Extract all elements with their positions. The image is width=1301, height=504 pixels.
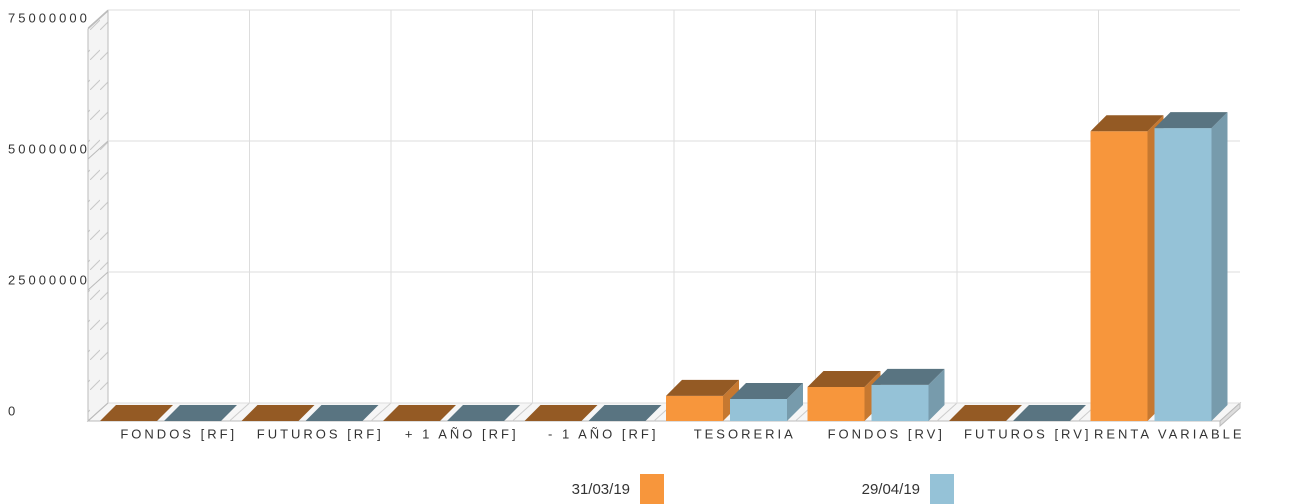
x-tick-label: - 1 AÑO [RF] (548, 426, 658, 441)
floor-grid (370, 402, 392, 422)
x-tick-label: FONDOS [RV] (828, 426, 945, 441)
bar-top (807, 370, 881, 387)
bar-top (1013, 405, 1086, 421)
y-tick-label: 50000000 (8, 141, 90, 156)
bar (1154, 128, 1212, 422)
bar-side (787, 382, 803, 421)
bar (807, 386, 865, 421)
bar (871, 384, 929, 421)
wall-grid-line (87, 140, 109, 160)
legend-label: 31/03/19 (572, 481, 630, 498)
bar-top (588, 405, 662, 421)
legend-label: 29/04/19 (862, 481, 920, 498)
floor-grid (512, 402, 533, 422)
bar-top (100, 405, 173, 421)
left-wall (87, 9, 109, 423)
y-tick-label: 0 (8, 403, 18, 418)
x-tick-label: FONDOS [RF] (120, 426, 237, 441)
legend-swatch (930, 474, 954, 504)
bar-top (447, 405, 520, 421)
bar (666, 395, 723, 421)
y-tick-label: 75000000 (8, 10, 90, 25)
floor-grid (936, 402, 958, 422)
bar (1090, 131, 1148, 421)
legend-swatch (640, 474, 664, 504)
wall-grid-line (87, 9, 109, 29)
bar-top (383, 405, 456, 421)
bar-top (241, 405, 315, 421)
x-tick-label: FUTUROS [RV] (964, 426, 1092, 441)
x-tick-label: TESORERIA (694, 426, 796, 441)
x-tick-label: + 1 AÑO [RF] (405, 426, 519, 441)
bar-top (305, 405, 379, 421)
bar-top (164, 405, 237, 421)
bar-top (666, 379, 739, 396)
bar-side (928, 368, 945, 421)
bar-top (949, 405, 1022, 421)
floor-edge (1219, 401, 1241, 428)
bar-top (1154, 112, 1228, 129)
y-tick-label: 25000000 (8, 272, 90, 287)
bar-side (1211, 112, 1228, 422)
floor-grid (229, 402, 250, 422)
bar-top (730, 382, 803, 399)
x-tick-label: FUTUROS [RF] (257, 426, 384, 441)
x-tick-label: RENTA VARIABLE (1094, 426, 1245, 441)
wall-grid-line (87, 402, 109, 422)
bar-top (871, 368, 945, 385)
bar-top (524, 405, 598, 421)
bar-top (1090, 115, 1164, 132)
wall-grid-line (87, 271, 109, 291)
bar (730, 398, 787, 421)
